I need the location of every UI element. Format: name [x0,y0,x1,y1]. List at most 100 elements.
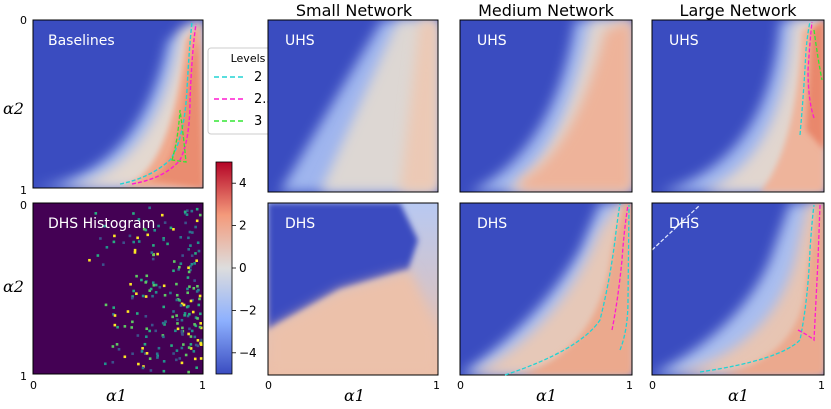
histogram-bin [176,318,179,322]
histogram-bin [181,333,184,336]
histogram-bin [112,312,115,316]
histogram-bin [178,357,182,360]
histogram-bin [170,344,173,347]
histogram-bin [150,323,154,327]
histogram-bin [148,289,152,292]
histogram-bin [195,290,199,293]
histogram-bin [131,320,134,324]
dhs-medium-xlabel: α1 [536,386,557,405]
histogram-bin [169,226,173,230]
histogram-bin [136,236,139,240]
histogram-bin [194,252,197,255]
histogram-bin [131,352,134,356]
histogram-bin [157,224,160,228]
histogram-bin [155,352,159,356]
histogram-bin [181,254,184,257]
histogram-bin [195,366,198,370]
histogram-bin [200,338,203,342]
histogram-bin [140,350,144,353]
histogram-bin [157,346,161,350]
dhs-small-xtick-1: 1 [433,379,440,392]
baselines-ylabel: α2 [3,99,24,118]
baselines-panel: Baselines 0 1 α2 [3,14,204,197]
histogram-bin [133,251,137,254]
histogram-bin [113,323,117,327]
svg-text:α2: α2 [3,99,24,118]
histogram-bin [193,323,196,326]
histogram-bin [144,352,147,355]
histogram-bin [135,274,138,278]
histogram-bin [132,289,135,293]
histogram-bin [111,360,115,364]
histogram-bin [152,244,155,247]
histogram-bins [88,206,203,374]
svg-text:3: 3 [254,114,262,129]
histogram-bin [180,346,184,350]
title-large-network: Large Network [680,1,798,20]
histogram-bin [172,260,176,263]
histogram-bin [116,325,119,329]
histogram-bin [123,325,127,328]
histogram-bin [162,238,165,242]
dhs-small-label: DHS [285,216,315,232]
uhs-large-label: UHS [669,33,699,49]
histogram-bin [103,224,107,228]
histogram-bin [199,312,202,316]
histogram-bin [193,262,197,265]
uhs-small-panel: UHS [267,19,439,193]
histogram-bin [191,310,195,314]
histogram-bin [141,366,145,370]
histogram-bin [199,342,202,345]
histogram-bin [161,334,165,337]
histogram-bin [200,326,203,330]
baselines-label: Baselines [48,33,115,49]
histogram-bin [188,285,191,288]
histogram-bin [104,303,108,307]
histogram-bin [171,315,174,319]
histogram-bin [144,281,148,284]
histogram-bin [122,241,125,244]
dhs-large-xtick-1: 1 [818,379,825,392]
histogram-bin [196,284,199,288]
histogram-bin [176,298,180,301]
histogram-bin [117,347,121,351]
histogram-bin [180,302,184,306]
title-small-network: Small Network [296,1,413,20]
histogram-bin [130,326,134,329]
dhs-medium-xtick-0: 0 [457,379,464,392]
hist-ytick-0: 0 [20,199,27,212]
histogram-bin [137,218,141,221]
histogram-bin [132,212,135,215]
histogram-bin [191,298,194,302]
histogram-bin [162,369,166,373]
histogram-bin [88,258,91,262]
histogram-bin [163,221,167,224]
histogram-bin [129,282,132,286]
histogram-bin [131,295,134,298]
histogram-bin [144,228,148,232]
histogram-bin [182,343,185,346]
histogram-bin [151,257,155,261]
histogram-bin [196,339,200,342]
histogram-bin [195,259,198,263]
histogram-bin [194,324,198,328]
histogram-bin [137,240,141,243]
histogram-bin [105,246,109,249]
histogram-bin [111,345,115,348]
histogram-bin [113,234,116,238]
baselines-ytick-1: 1 [20,184,27,197]
histogram-bin [162,237,165,240]
histogram-bin [135,312,139,315]
histogram-bin [184,221,187,225]
histogram-bin [194,316,198,319]
histogram-bin [193,279,196,282]
histogram-bin [184,353,188,357]
histogram-bin [182,303,186,307]
histogram-bin [190,209,194,213]
histogram-bin [199,322,202,325]
histogram-bin [178,299,181,302]
histogram-bin [175,358,178,362]
histogram-bin [185,305,189,309]
colorbar-tick-label: −4 [239,346,257,360]
